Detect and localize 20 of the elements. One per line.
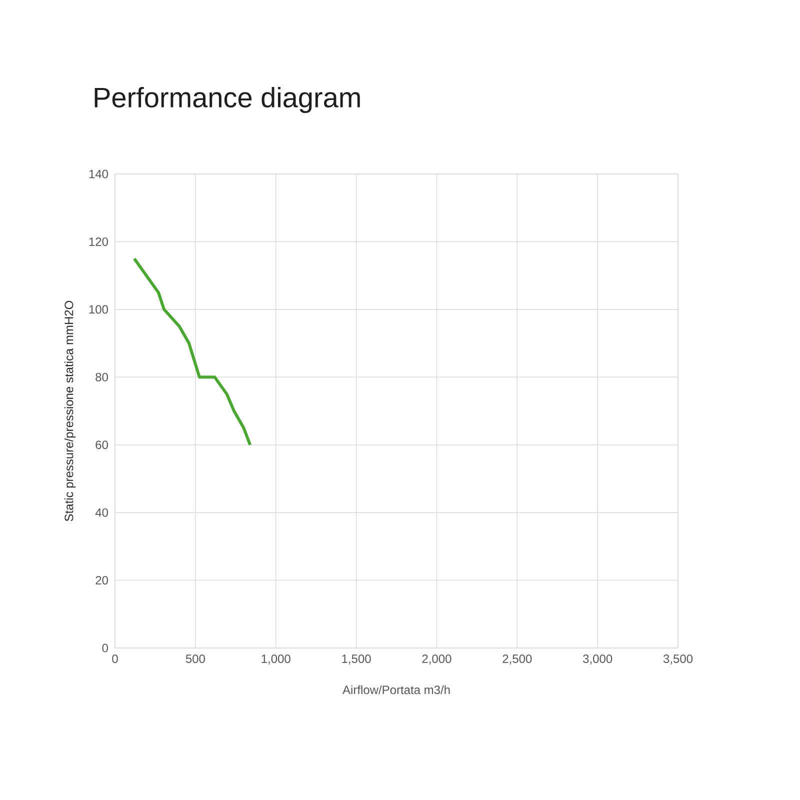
y-tick-label: 140 xyxy=(89,170,108,178)
x-tick-label: 3,500 xyxy=(663,654,693,664)
x-tick-label: 2,000 xyxy=(422,654,452,664)
y-tick-label: 20 xyxy=(96,576,108,585)
y-tick-label: 100 xyxy=(89,305,108,314)
y-tick-label: 40 xyxy=(95,508,108,517)
y-tick-label: 80 xyxy=(96,372,108,382)
chart-title: Performance diagram xyxy=(94,86,360,114)
y-axis-title: Static pressure/pressione statica mmH2O xyxy=(64,300,76,522)
x-tick-label: 0 xyxy=(112,654,118,664)
y-tick-label: 120 xyxy=(89,237,108,246)
x-tick-label: 2,500 xyxy=(502,654,532,664)
x-axis-title: Airflow/Portata m3/h xyxy=(342,685,450,694)
x-tick-label: 3,000 xyxy=(583,654,612,664)
x-tick-label: 1,000 xyxy=(262,654,290,664)
x-tick-label: 1,500 xyxy=(342,654,371,664)
x-tick-label: 500 xyxy=(186,654,205,664)
y-tick-label: 60 xyxy=(96,440,108,450)
y-tick-label: 0 xyxy=(102,644,108,652)
line-series xyxy=(132,257,252,446)
